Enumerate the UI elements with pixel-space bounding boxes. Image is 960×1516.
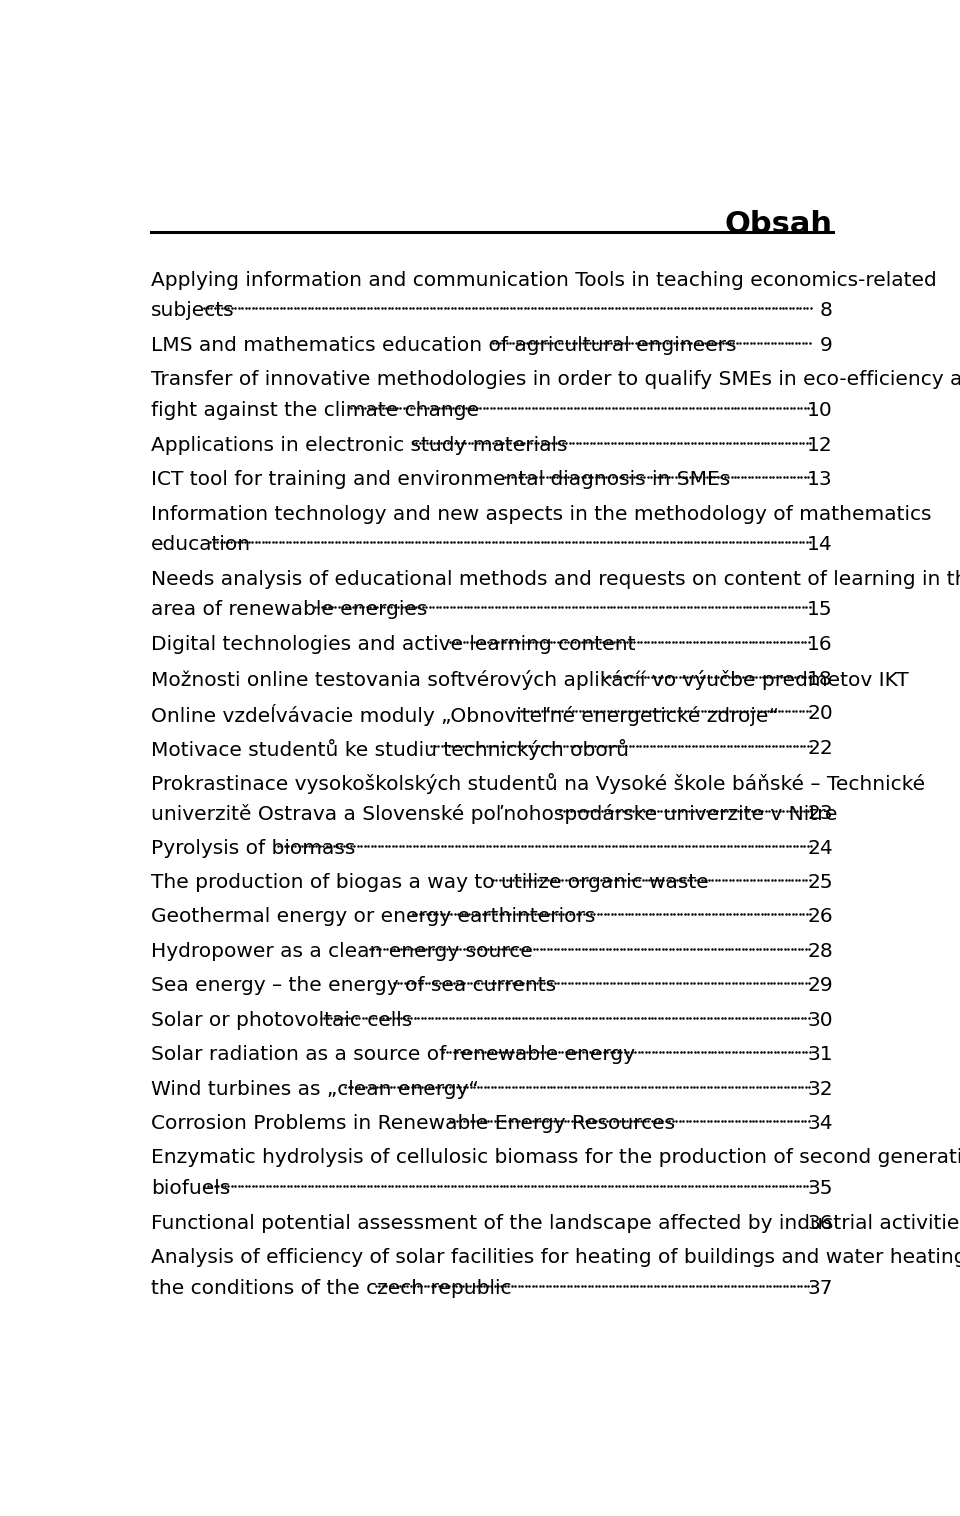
Text: 16: 16 xyxy=(807,635,832,655)
Text: 28: 28 xyxy=(807,941,832,961)
Text: LMS and mathematics education of agricultural engineers: LMS and mathematics education of agricul… xyxy=(152,337,736,355)
Text: Applications in electronic study materials: Applications in electronic study materia… xyxy=(152,435,567,455)
Text: Pyrolysis of biomass: Pyrolysis of biomass xyxy=(152,838,355,858)
Text: 32: 32 xyxy=(807,1079,832,1099)
Text: 36: 36 xyxy=(807,1214,832,1233)
Text: Needs analysis of educational methods and requests on content of learning in the: Needs analysis of educational methods an… xyxy=(152,570,960,590)
Text: Corrosion Problems in Renewable Energy Resources: Corrosion Problems in Renewable Energy R… xyxy=(152,1114,676,1132)
Text: Geothermal energy or energy earthinteriors: Geothermal energy or energy earthinterio… xyxy=(152,908,595,926)
Text: 37: 37 xyxy=(807,1278,832,1298)
Text: Hydropower as a clean energy source: Hydropower as a clean energy source xyxy=(152,941,533,961)
Text: univerzitě Ostrava a Slovenské poľnohospodárske univerzite v Nitre: univerzitě Ostrava a Slovenské poľnohosp… xyxy=(152,803,838,823)
Text: 22: 22 xyxy=(807,738,832,758)
Text: biofuels: biofuels xyxy=(152,1179,230,1198)
Text: subjects: subjects xyxy=(152,302,235,320)
Text: 9: 9 xyxy=(820,337,832,355)
Text: Solar radiation as a source of renewable energy: Solar radiation as a source of renewable… xyxy=(152,1045,636,1064)
Text: area of renewable energies: area of renewable energies xyxy=(152,600,427,620)
Text: Solar or photovoltaic cells: Solar or photovoltaic cells xyxy=(152,1011,413,1029)
Text: Prokrastinace vysokoškolských studentů na Vysoké škole báňské – Technické: Prokrastinace vysokoškolských studentů n… xyxy=(152,773,925,794)
Text: 23: 23 xyxy=(807,803,832,823)
Text: the conditions of the czech republic: the conditions of the czech republic xyxy=(152,1278,512,1298)
Text: 26: 26 xyxy=(807,908,832,926)
Text: Sea energy – the energy of sea currents: Sea energy – the energy of sea currents xyxy=(152,976,557,996)
Text: Functional potential assessment of the landscape affected by industrial activiti: Functional potential assessment of the l… xyxy=(152,1214,960,1233)
Text: 12: 12 xyxy=(807,435,832,455)
Text: ICT tool for training and environmental diagnosis in SMEs: ICT tool for training and environmental … xyxy=(152,470,731,490)
Text: 8: 8 xyxy=(820,302,832,320)
Text: fight against the climate change: fight against the climate change xyxy=(152,400,479,420)
Text: Online vzdeĺvávacie moduly „Obnoviteľné energetické zdroje“: Online vzdeĺvávacie moduly „Obnoviteľné … xyxy=(152,705,780,726)
Text: Obsah: Obsah xyxy=(725,209,832,240)
Text: 18: 18 xyxy=(807,670,832,688)
Text: 24: 24 xyxy=(807,838,832,858)
Text: Analysis of efficiency of solar facilities for heating of buildings and water he: Analysis of efficiency of solar faciliti… xyxy=(152,1248,960,1267)
Text: 13: 13 xyxy=(807,470,832,490)
Text: Information technology and new aspects in the methodology of mathematics: Information technology and new aspects i… xyxy=(152,505,932,523)
Text: Enzymatic hydrolysis of cellulosic biomass for the production of second generati: Enzymatic hydrolysis of cellulosic bioma… xyxy=(152,1149,960,1167)
Text: Možnosti online testovania softvérových aplikácíí vo výučbe predmetov IKT: Možnosti online testovania softvérových … xyxy=(152,670,909,690)
Text: 15: 15 xyxy=(807,600,832,620)
Text: Applying information and communication Tools in teaching economics-related: Applying information and communication T… xyxy=(152,271,937,290)
Text: 34: 34 xyxy=(807,1114,832,1132)
Text: Transfer of innovative methodologies in order to qualify SMEs in eco-efficiency : Transfer of innovative methodologies in … xyxy=(152,370,960,390)
Text: 10: 10 xyxy=(807,400,832,420)
Text: 31: 31 xyxy=(807,1045,832,1064)
Text: 25: 25 xyxy=(807,873,832,891)
Text: 29: 29 xyxy=(807,976,832,996)
Text: 20: 20 xyxy=(807,705,832,723)
Text: Motivace studentů ke studiu technických oborů: Motivace studentů ke studiu technických … xyxy=(152,738,629,760)
Text: Wind turbines as „clean energy“: Wind turbines as „clean energy“ xyxy=(152,1079,479,1099)
Text: 35: 35 xyxy=(807,1179,832,1198)
Text: The production of biogas a way to utilize organic waste: The production of biogas a way to utiliz… xyxy=(152,873,709,891)
Text: education: education xyxy=(152,535,252,553)
Text: 30: 30 xyxy=(807,1011,832,1029)
Text: 14: 14 xyxy=(807,535,832,553)
Text: Digital technologies and active learning content: Digital technologies and active learning… xyxy=(152,635,636,655)
